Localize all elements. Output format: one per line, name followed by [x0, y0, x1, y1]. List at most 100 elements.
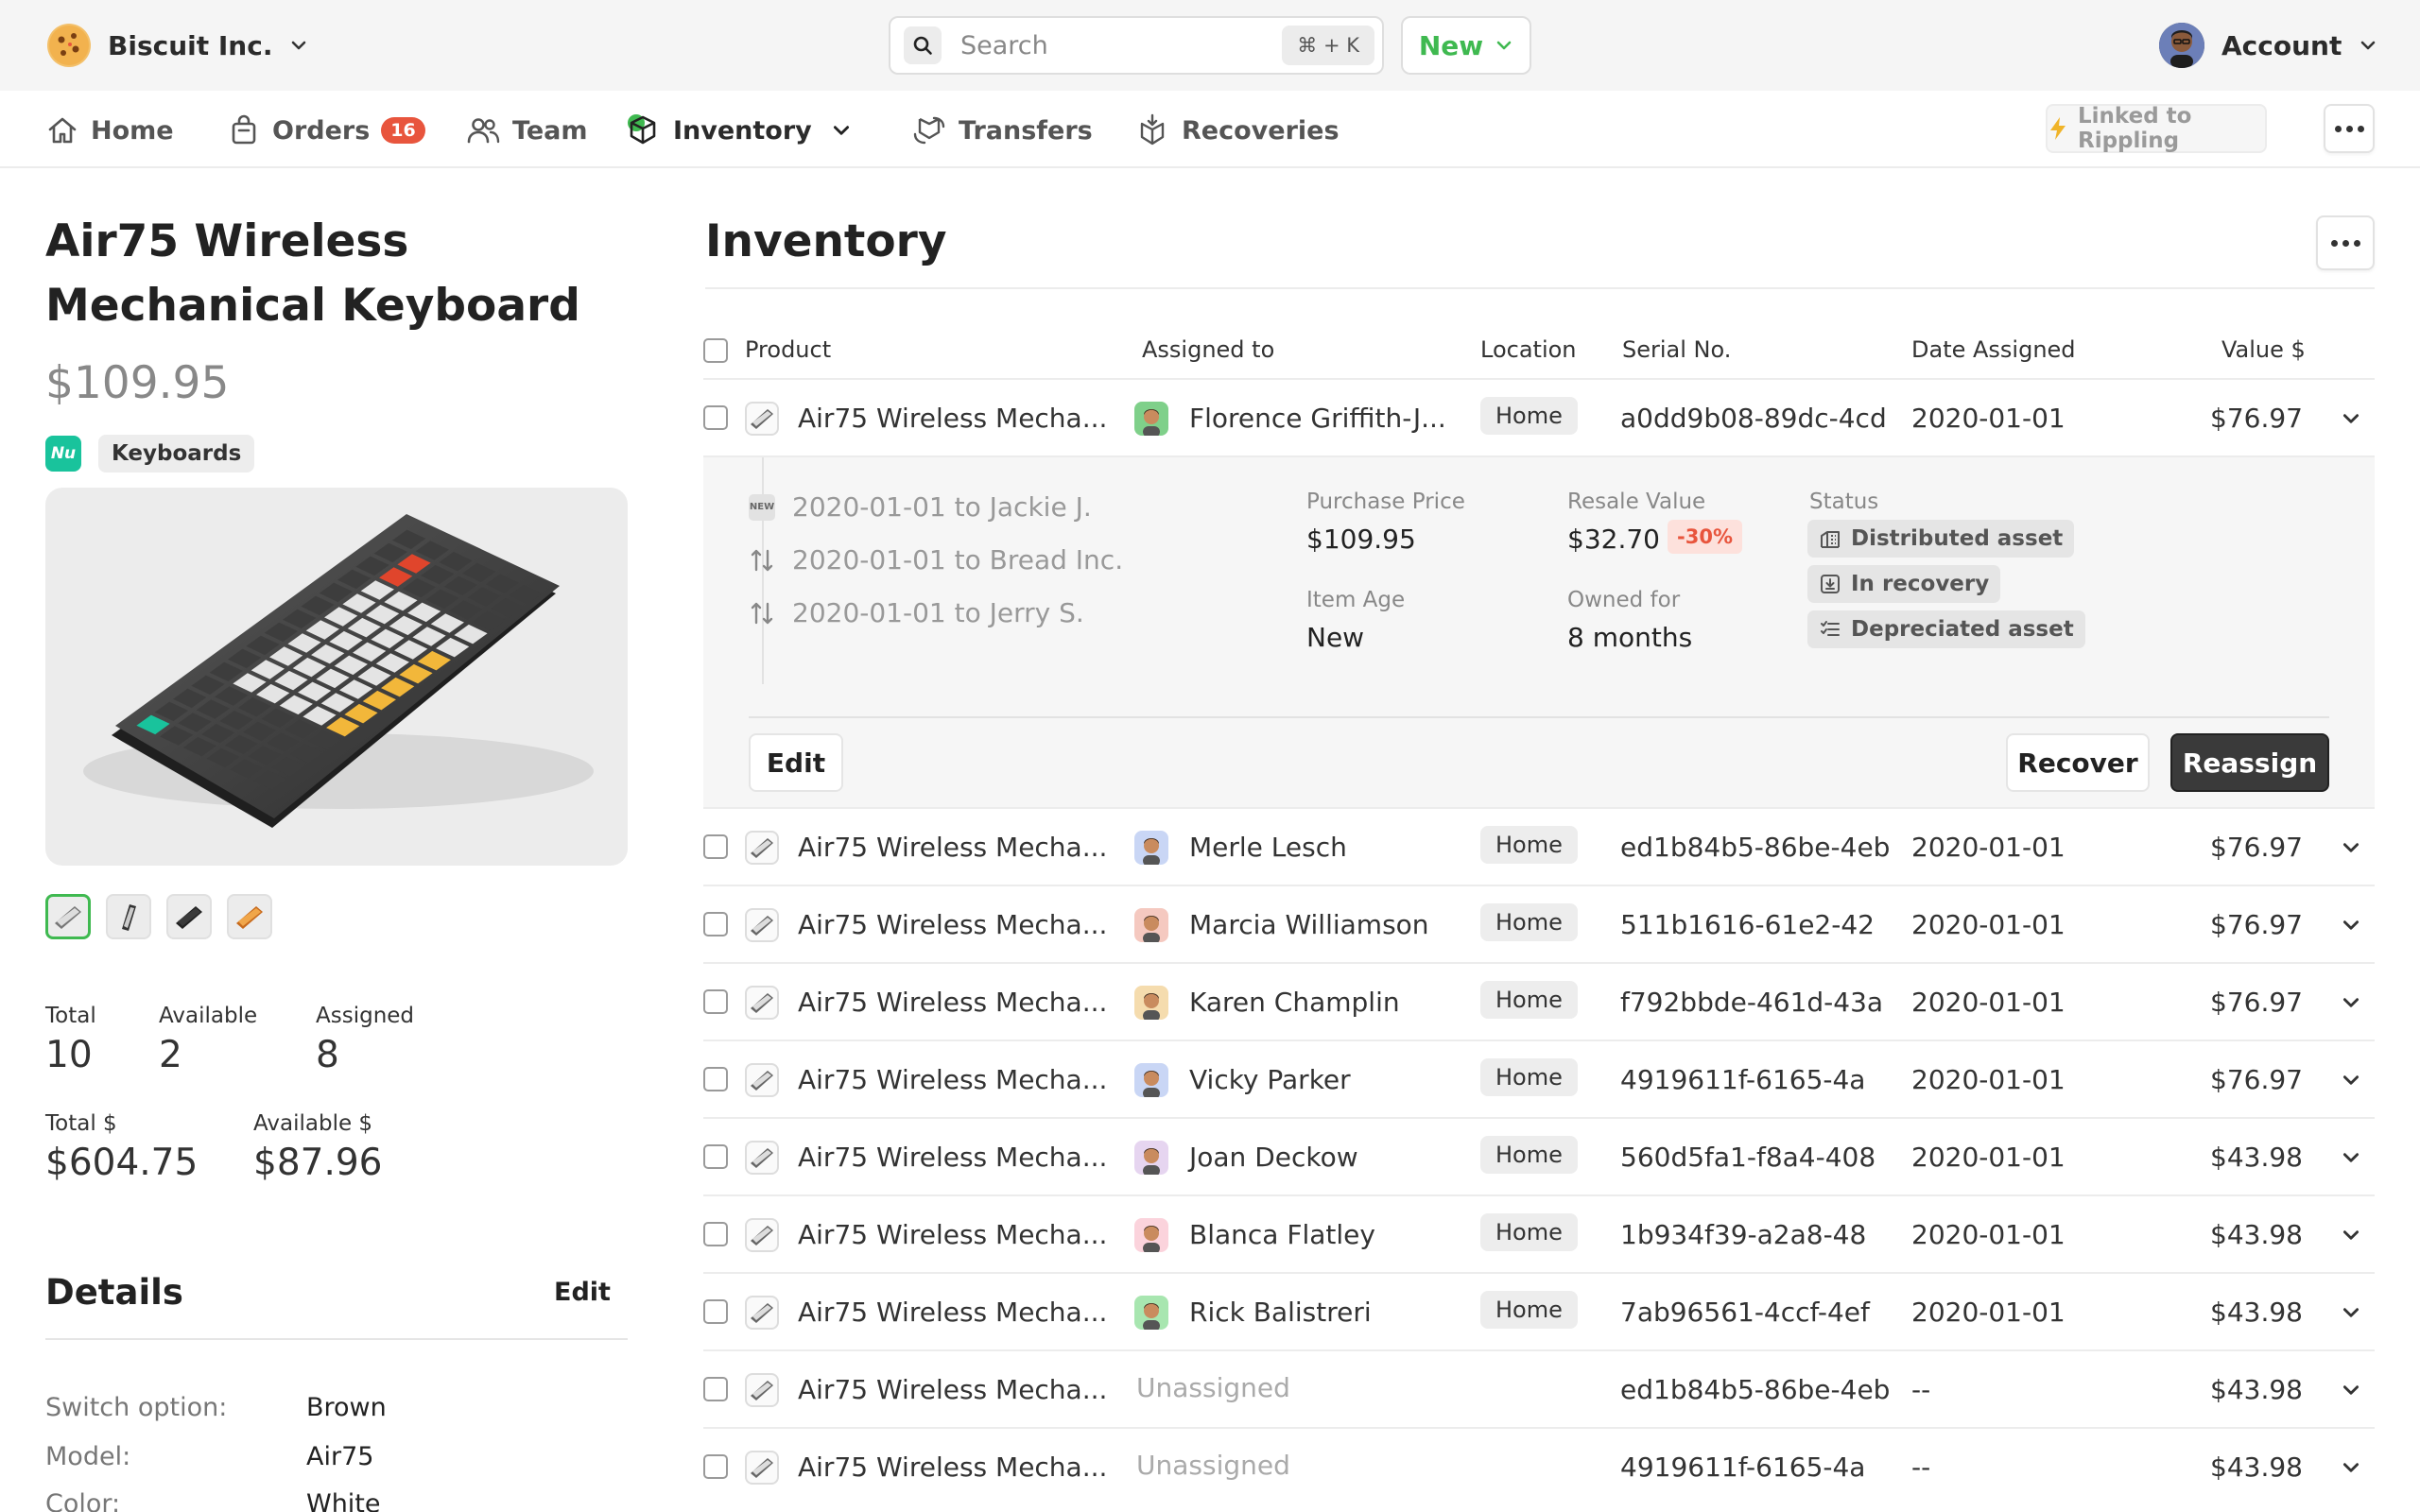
avatar — [1134, 908, 1168, 942]
chevron-down-icon[interactable] — [2341, 837, 2361, 858]
resale-value-label: Resale Value — [1567, 490, 1706, 514]
thumbnail-4[interactable] — [227, 894, 272, 939]
product-name[interactable]: Air75 Wireless Mecha... — [798, 1374, 1108, 1405]
table-row[interactable]: Air75 Wireless Mecha... Marcia Williamso… — [703, 885, 2375, 962]
account-menu[interactable]: Account — [2159, 21, 2377, 70]
product-name[interactable]: Air75 Wireless Mecha... — [798, 1064, 1108, 1095]
product-price: $109.95 — [45, 357, 230, 409]
assignee-name[interactable]: Florence Griffith-J... — [1189, 403, 1446, 434]
location-badge: Home — [1480, 1136, 1578, 1174]
top-bar: Biscuit Inc. Search ⌘ + K New Account — [0, 0, 2420, 91]
nav-item-home[interactable]: Home — [45, 110, 174, 151]
reassign-button[interactable]: Reassign — [2170, 733, 2329, 792]
column-header-date[interactable]: Date Assigned — [1911, 336, 2076, 363]
linked-to-rippling-button[interactable]: Linked to Rippling — [2046, 104, 2267, 153]
timeline-line — [762, 457, 764, 684]
orders-count-badge: 16 — [381, 117, 425, 144]
assignee-name[interactable]: Marcia Williamson — [1189, 909, 1429, 940]
thumbnail-2[interactable] — [106, 894, 151, 939]
assignee-name[interactable]: Blanca Flatley — [1189, 1219, 1375, 1250]
thumbnail-1[interactable] — [45, 894, 91, 939]
details-edit-button[interactable]: Edit — [554, 1278, 611, 1307]
chevron-down-icon[interactable] — [2341, 408, 2361, 429]
keyboard-icon — [745, 986, 779, 1020]
chevron-down-icon[interactable] — [2341, 1147, 2361, 1168]
row-checkbox[interactable] — [703, 1067, 728, 1091]
select-all-checkbox[interactable] — [703, 338, 728, 363]
table-row[interactable]: Air75 Wireless Mecha... Merle Lesch Home… — [703, 807, 2375, 885]
column-header-serial[interactable]: Serial No. — [1622, 336, 1732, 363]
product-name[interactable]: Air75 Wireless Mecha... — [798, 1219, 1108, 1250]
recover-button[interactable]: Recover — [2006, 733, 2150, 792]
detail-row: Model: Air75 — [45, 1442, 373, 1471]
nav-item-label: Recoveries — [1182, 115, 1340, 146]
chevron-down-icon[interactable] — [2341, 1380, 2361, 1400]
table-row[interactable]: Air75 Wireless Mecha... Karen Champlin H… — [703, 962, 2375, 1040]
chevron-down-icon[interactable] — [2341, 915, 2361, 936]
edit-button[interactable]: Edit — [749, 733, 843, 792]
row-checkbox[interactable] — [703, 1222, 728, 1246]
detail-key: Model: — [45, 1442, 131, 1471]
chevron-down-icon[interactable] — [2341, 1302, 2361, 1323]
column-header-value[interactable]: Value $ — [2221, 336, 2306, 363]
product-name[interactable]: Air75 Wireless Mecha... — [798, 1142, 1108, 1173]
row-checkbox[interactable] — [703, 1299, 728, 1324]
product-name[interactable]: Air75 Wireless Mecha... — [798, 909, 1108, 940]
row-checkbox[interactable] — [703, 1454, 728, 1479]
column-header-assigned[interactable]: Assigned to — [1142, 336, 1275, 363]
new-button[interactable]: New — [1401, 16, 1531, 75]
divider — [705, 287, 2375, 289]
keyboard-icon — [745, 1451, 779, 1485]
search-input[interactable]: Search ⌘ + K — [889, 16, 1384, 75]
assignee-name[interactable]: Joan Deckow — [1189, 1142, 1358, 1173]
table-row[interactable]: Air75 Wireless Mecha... Unassigned ed1b8… — [703, 1349, 2375, 1427]
assignee-name[interactable]: Merle Lesch — [1189, 832, 1347, 863]
more-dots-icon — [2334, 125, 2364, 132]
assignee-name[interactable]: Rick Balistreri — [1189, 1297, 1372, 1328]
row-checkbox[interactable] — [703, 1377, 728, 1401]
nav-more-button[interactable] — [2324, 104, 2375, 153]
history-text: 2020-01-01 to Jerry S. — [792, 597, 1084, 628]
product-name[interactable]: Air75 Wireless Mecha... — [798, 1297, 1108, 1328]
nav-item-recoveries[interactable]: Recoveries — [1134, 110, 1340, 151]
inventory-more-button[interactable] — [2316, 215, 2375, 270]
row-checkbox[interactable] — [703, 912, 728, 936]
table-row[interactable]: Air75 Wireless Mecha... Vicky Parker Hom… — [703, 1040, 2375, 1117]
chevron-down-icon[interactable] — [2341, 992, 2361, 1013]
stat-value: $87.96 — [253, 1142, 383, 1184]
serial-number: 511b1616-61e2-42 — [1620, 909, 1875, 940]
row-checkbox[interactable] — [703, 989, 728, 1014]
nav-item-inventory[interactable]: Inventory — [624, 110, 852, 151]
category-tag[interactable]: Keyboards — [98, 435, 255, 472]
detail-value: White — [306, 1489, 381, 1512]
thumbnail-3[interactable] — [166, 894, 212, 939]
nav-item-team[interactable]: Team — [465, 110, 588, 151]
value: $43.98 — [2210, 1219, 2303, 1250]
chevron-down-icon[interactable] — [2341, 1457, 2361, 1478]
table-row[interactable]: Air75 Wireless Mecha... Florence Griffit… — [703, 378, 2375, 455]
date-assigned: -- — [1911, 1452, 1931, 1483]
chevron-down-icon[interactable] — [2341, 1225, 2361, 1246]
table-row[interactable]: Air75 Wireless Mecha... Joan Deckow Home… — [703, 1117, 2375, 1194]
date-assigned: 2020-01-01 — [1911, 832, 2066, 863]
org-switcher[interactable]: Biscuit Inc. — [47, 23, 308, 68]
stat-label: Total — [45, 1004, 96, 1028]
row-checkbox[interactable] — [703, 1144, 728, 1169]
product-name[interactable]: Air75 Wireless Mecha... — [798, 403, 1108, 434]
nav-item-orders[interactable]: Orders 16 — [227, 110, 425, 151]
column-header-location[interactable]: Location — [1480, 336, 1577, 363]
table-row[interactable]: Air75 Wireless Mecha... Rick Balistreri … — [703, 1272, 2375, 1349]
row-checkbox[interactable] — [703, 834, 728, 859]
product-name[interactable]: Air75 Wireless Mecha... — [798, 987, 1108, 1018]
row-checkbox[interactable] — [703, 405, 728, 430]
column-header-product[interactable]: Product — [745, 336, 832, 363]
table-row[interactable]: Air75 Wireless Mecha... Unassigned 49196… — [703, 1427, 2375, 1504]
chevron-down-icon[interactable] — [2341, 1070, 2361, 1091]
product-name[interactable]: Air75 Wireless Mecha... — [798, 832, 1108, 863]
location-badge: Home — [1480, 903, 1578, 941]
table-row[interactable]: Air75 Wireless Mecha... Blanca Flatley H… — [703, 1194, 2375, 1272]
assignee-name[interactable]: Karen Champlin — [1189, 987, 1400, 1018]
nav-item-transfers[interactable]: Transfers — [911, 110, 1093, 151]
assignee-name[interactable]: Vicky Parker — [1189, 1064, 1351, 1095]
product-name[interactable]: Air75 Wireless Mecha... — [798, 1452, 1108, 1483]
